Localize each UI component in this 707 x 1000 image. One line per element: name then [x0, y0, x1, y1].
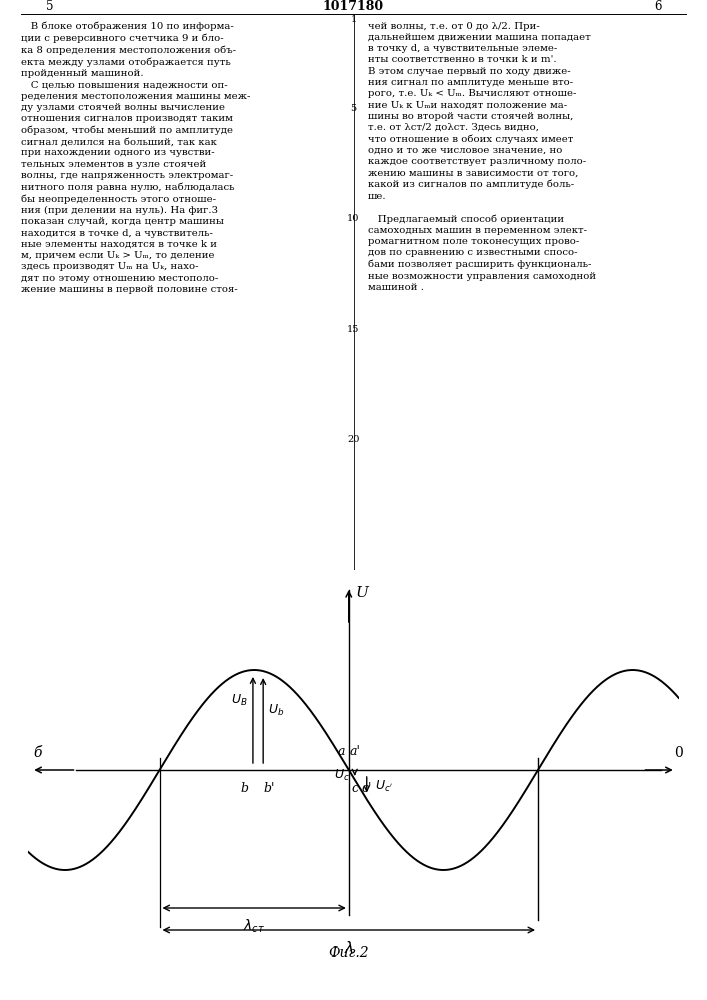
Text: $\lambda$: $\lambda$ [344, 940, 354, 956]
Text: 5: 5 [351, 104, 356, 113]
Text: a: a [338, 745, 345, 758]
Text: б: б [33, 746, 42, 760]
Text: c: c [351, 782, 358, 795]
Text: $U_b$: $U_b$ [268, 703, 284, 718]
Text: a': a' [349, 745, 361, 758]
Text: чей волны, т.е. от 0 до λ/2. При-
дальнейшем движении машина попадает
в точку d,: чей волны, т.е. от 0 до λ/2. При- дальне… [368, 22, 596, 292]
Text: Фиг.2: Фиг.2 [329, 946, 369, 960]
Text: b': b' [263, 782, 274, 795]
Text: 20: 20 [347, 435, 360, 444]
Text: 1: 1 [351, 15, 356, 24]
Text: 1017180: 1017180 [323, 0, 384, 13]
Text: $U_{c'}$: $U_{c'}$ [375, 779, 392, 794]
Text: $U_c$: $U_c$ [334, 768, 349, 783]
Text: b: b [240, 782, 248, 795]
Text: $U_B$: $U_B$ [231, 692, 248, 708]
Text: $\lambda_{cт}$: $\lambda_{cт}$ [243, 918, 265, 935]
Text: 15: 15 [347, 325, 360, 334]
Text: 0: 0 [674, 746, 683, 760]
Text: В блоке отображения 10 по информа-
ции с реверсивного счетчика 9 и бло-
ка 8 опр: В блоке отображения 10 по информа- ции с… [21, 22, 250, 294]
Text: 5: 5 [46, 0, 53, 13]
Text: 10: 10 [347, 214, 360, 223]
Text: c': c' [361, 782, 372, 795]
Text: U: U [356, 586, 369, 600]
Text: 6: 6 [654, 0, 661, 13]
